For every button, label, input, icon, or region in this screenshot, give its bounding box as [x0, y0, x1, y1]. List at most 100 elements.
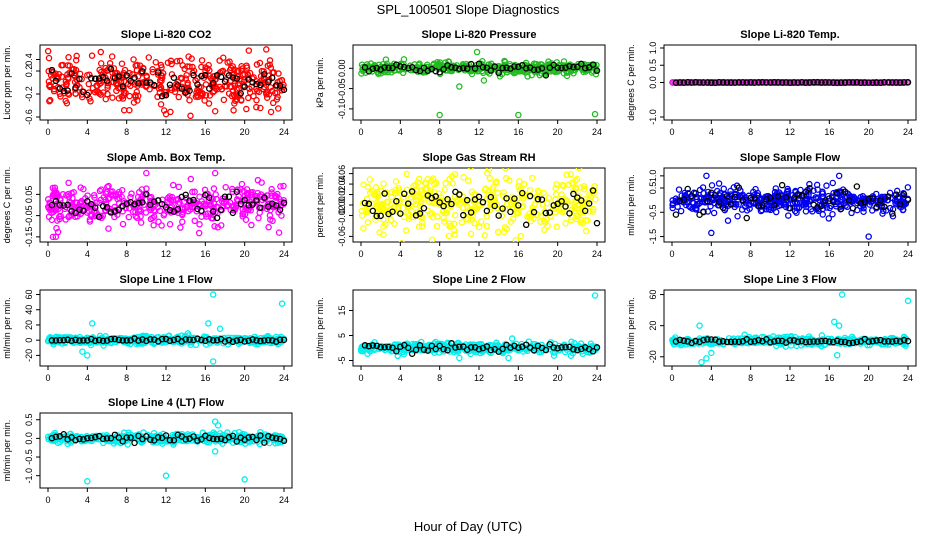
reference-point: [253, 197, 260, 204]
y-tick-label: -0.15: [24, 227, 34, 248]
data-point: [488, 186, 496, 193]
reference-point: [511, 195, 518, 202]
data-point: [395, 203, 402, 211]
y-tick-label: 0.00: [337, 60, 347, 78]
y-tick-label: 0.0: [24, 432, 34, 445]
reference-point: [570, 190, 577, 198]
data-point: [543, 199, 551, 207]
data-point: [120, 106, 128, 114]
reference-point: [731, 79, 739, 86]
data-point: [800, 201, 807, 208]
data-point: [442, 179, 449, 187]
reference-point: [578, 60, 585, 68]
data-point: [900, 202, 907, 209]
x-tick-label: 4: [398, 373, 403, 383]
reference-point: [237, 200, 244, 208]
reference-point: [198, 207, 205, 215]
data-point: [677, 207, 685, 215]
reference-point: [755, 79, 762, 86]
data-point: [402, 227, 410, 234]
data-point: [857, 193, 865, 201]
data-point: [360, 225, 367, 232]
y-tick-label: 0.06: [337, 165, 347, 183]
data-point: [196, 193, 203, 200]
data-point: [119, 220, 127, 228]
reference-point: [802, 188, 809, 196]
data-point: [395, 184, 402, 192]
data-point: [493, 178, 500, 185]
outlier-point: [831, 318, 838, 326]
reference-point: [233, 337, 241, 344]
y-tick-label: 5: [337, 333, 347, 338]
data-point: [57, 212, 64, 220]
data-point: [889, 205, 897, 213]
reference-point: [131, 200, 138, 208]
data-point: [268, 87, 276, 95]
y-tick-label: 1.0: [648, 170, 658, 183]
data-point: [157, 101, 165, 108]
data-point: [889, 194, 896, 202]
data-point: [167, 84, 174, 92]
reference-point: [452, 344, 459, 351]
reference-point: [546, 209, 554, 216]
reference-point: [578, 197, 585, 204]
reference-point: [245, 337, 252, 344]
reference-point: [52, 77, 60, 85]
y-tick-label: -0.05: [337, 78, 347, 99]
data-point: [196, 221, 203, 228]
reference-point: [56, 201, 64, 209]
reference-point: [257, 337, 264, 345]
reference-point: [52, 337, 60, 344]
reference-point: [869, 337, 876, 345]
reference-point: [471, 65, 479, 72]
outlier-point: [456, 354, 463, 362]
data-point: [158, 64, 165, 71]
reference-point: [735, 338, 743, 346]
reference-point: [408, 63, 416, 71]
data-point: [204, 65, 211, 72]
data-point: [220, 96, 228, 104]
data-point: [451, 231, 459, 238]
data-point: [829, 179, 837, 187]
data-point: [669, 201, 676, 209]
data-point: [455, 340, 462, 347]
x-tick-label: 0: [669, 249, 674, 259]
data-point: [174, 78, 182, 86]
data-point: [579, 202, 586, 210]
data-point: [177, 224, 184, 231]
reference-point: [499, 64, 506, 72]
reference-point: [759, 202, 766, 209]
reference-point: [80, 88, 87, 96]
reference-point: [499, 205, 506, 212]
data-point: [500, 228, 508, 236]
plot-frame: [39, 412, 293, 489]
x-tick-label: 0: [45, 495, 50, 505]
data-point: [151, 200, 158, 207]
reference-point: [526, 192, 534, 200]
reference-point: [174, 205, 182, 213]
reference-point: [261, 194, 268, 201]
reference-point: [708, 79, 715, 86]
y-axis-label: Licor ppm per min.: [2, 45, 12, 120]
data-point: [184, 79, 191, 87]
data-point: [851, 195, 858, 202]
data-point: [440, 207, 447, 214]
x-tick-label: 4: [85, 495, 90, 505]
reference-point: [833, 337, 841, 345]
reference-point: [900, 79, 908, 86]
reference-point: [739, 196, 747, 204]
data-point: [440, 214, 447, 222]
reference-point: [213, 214, 221, 222]
outlier-point: [703, 355, 710, 362]
reference-point: [747, 194, 754, 202]
reference-point: [530, 208, 538, 216]
reference-point: [460, 211, 467, 219]
reference-point: [786, 79, 794, 86]
reference-point: [158, 335, 166, 343]
data-point: [241, 210, 249, 218]
data-point: [247, 191, 255, 199]
data-point: [183, 71, 190, 79]
reference-point: [790, 337, 798, 344]
reference-point: [743, 79, 750, 86]
data-point: [459, 204, 467, 211]
